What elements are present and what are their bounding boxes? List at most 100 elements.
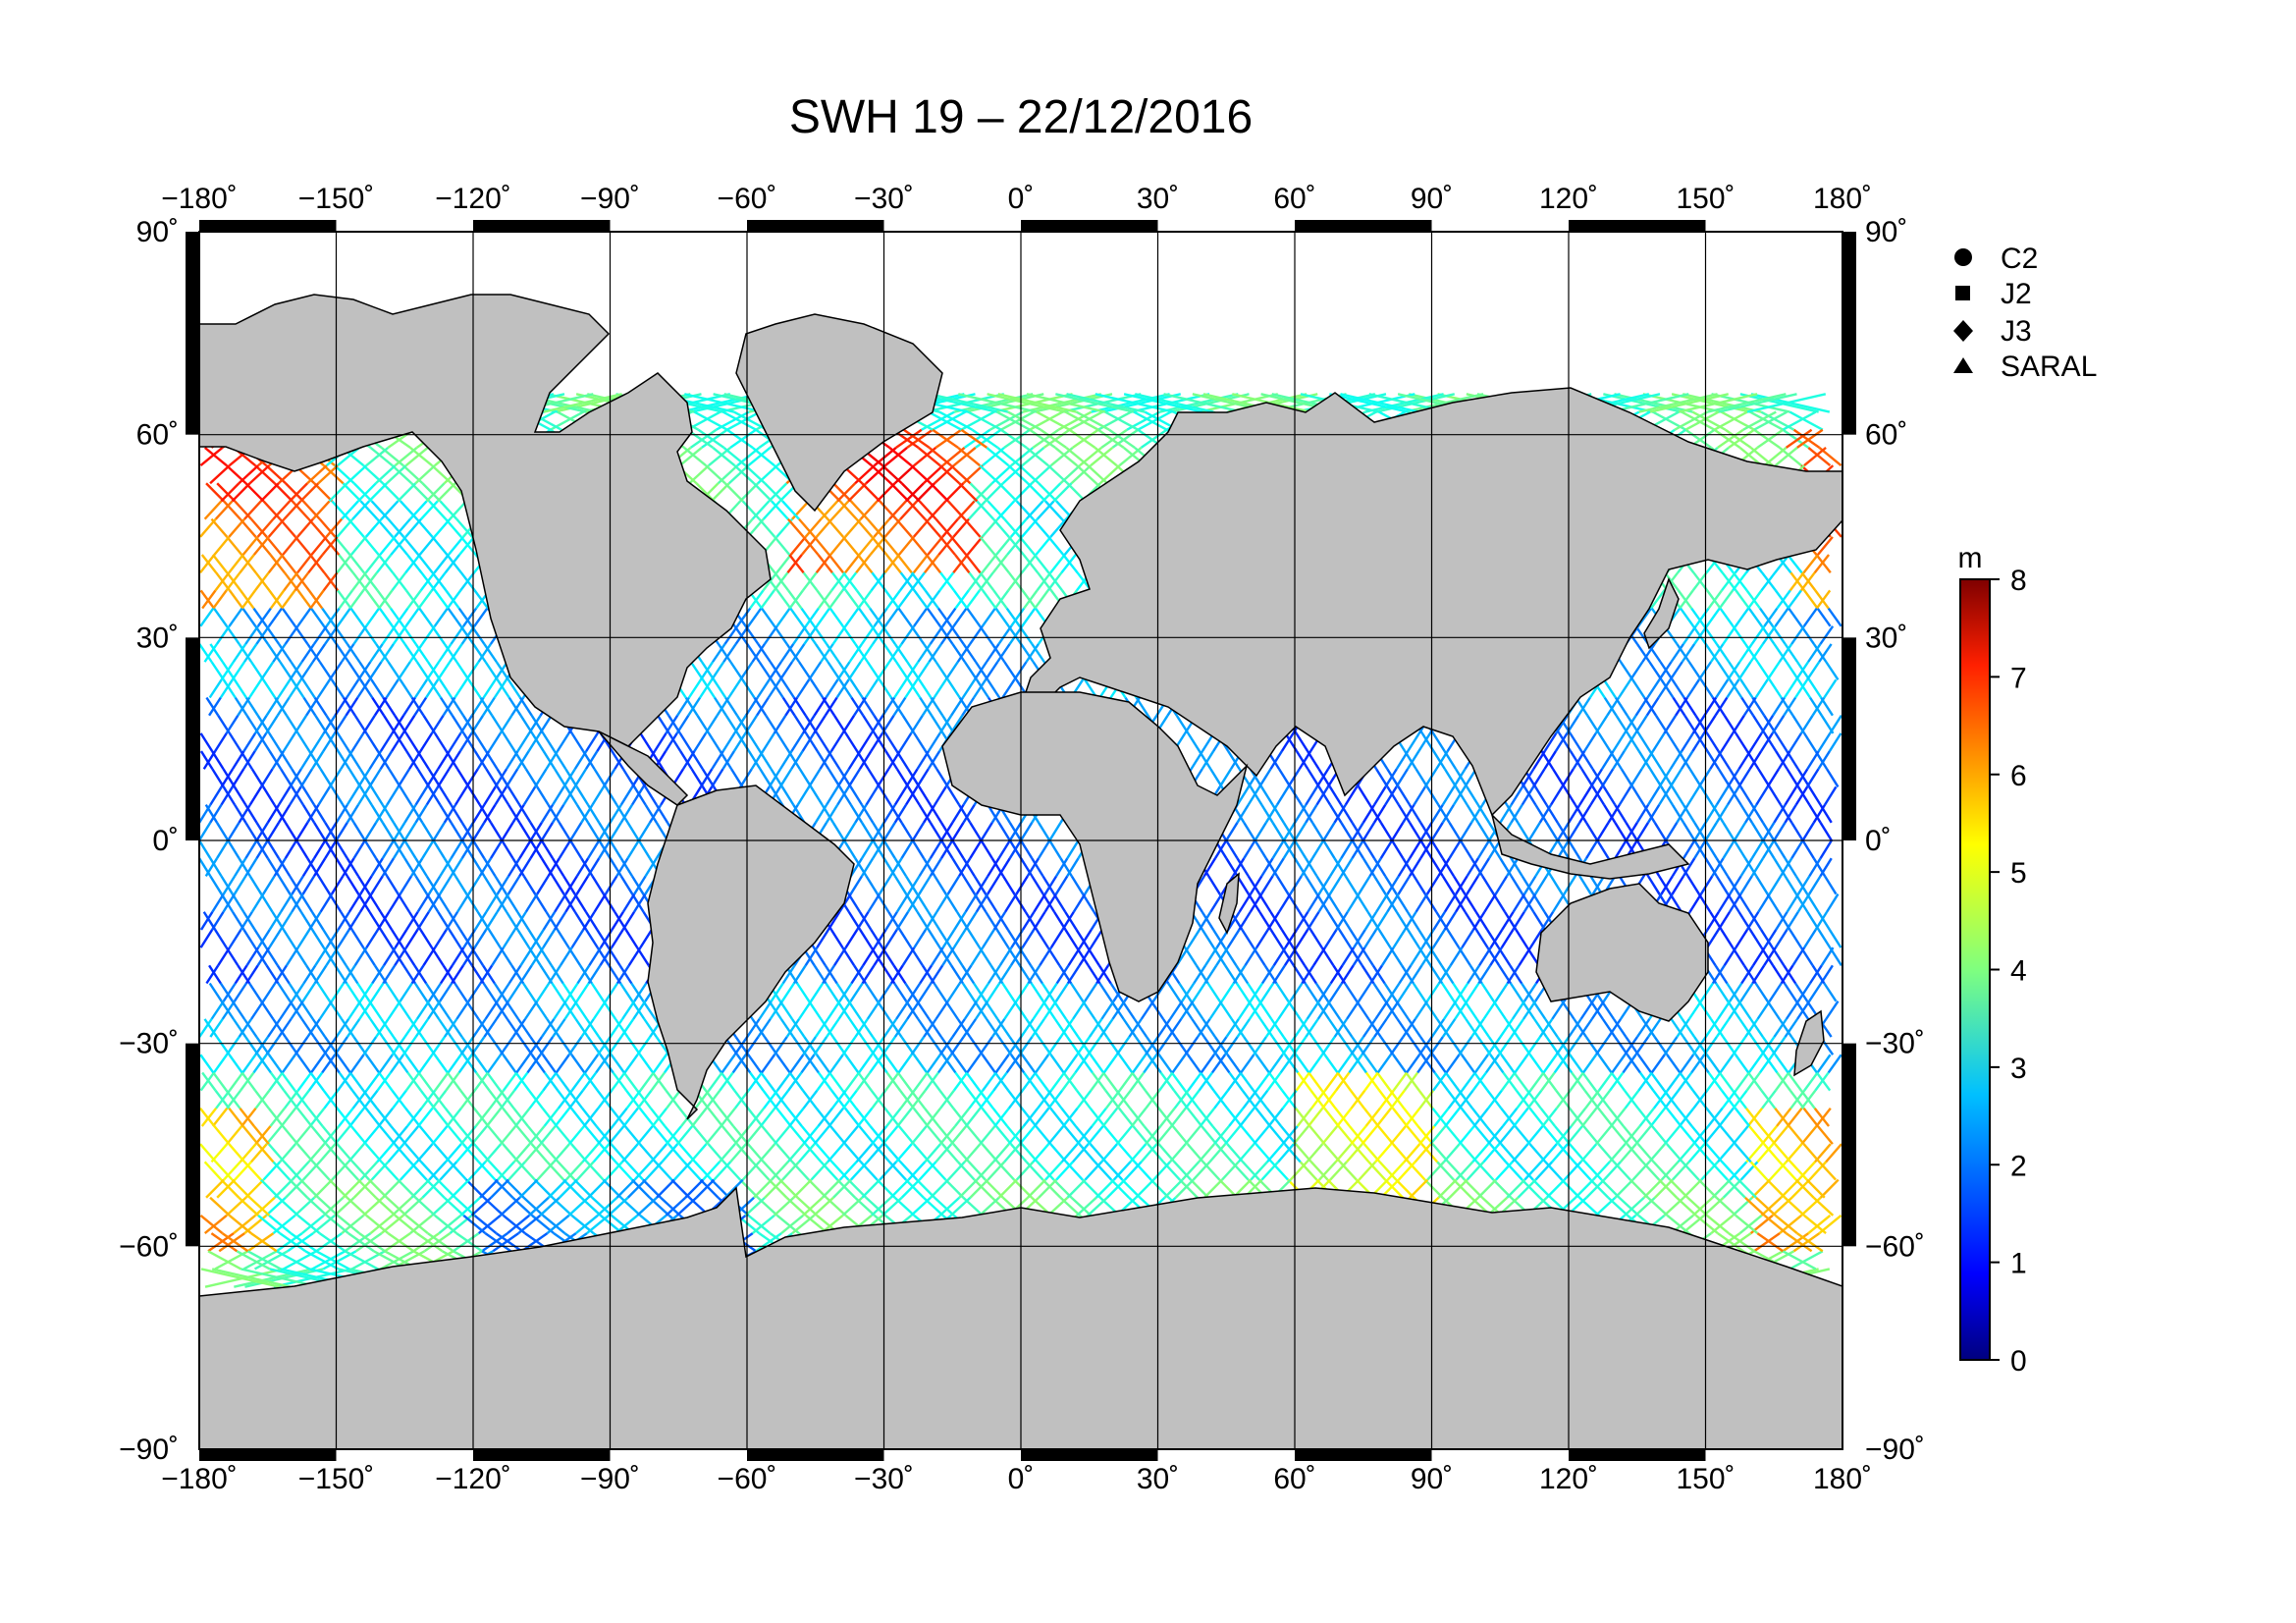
track-segment xyxy=(973,678,988,699)
track-segment xyxy=(813,1196,834,1217)
track-segment xyxy=(1033,554,1050,573)
track-segment xyxy=(767,678,781,699)
track-segment xyxy=(391,1196,413,1217)
track-segment xyxy=(383,715,397,734)
track-segment xyxy=(487,1125,505,1145)
track-segment xyxy=(941,715,955,734)
track-segment xyxy=(1756,1143,1775,1163)
track-segment xyxy=(241,1054,257,1074)
track-segment xyxy=(413,964,428,985)
track-segment xyxy=(397,1001,411,1020)
track-segment xyxy=(963,517,982,538)
track-segment xyxy=(1269,750,1283,770)
track-segment xyxy=(403,1018,418,1038)
track-segment xyxy=(893,982,908,1002)
track-segment xyxy=(801,732,816,752)
track-segment xyxy=(279,661,294,680)
track-segment xyxy=(446,1071,462,1092)
track-segment xyxy=(900,482,921,503)
track-segment xyxy=(587,839,601,859)
track-segment xyxy=(434,929,448,948)
track-segment xyxy=(1624,1196,1645,1217)
track-segment xyxy=(911,839,926,859)
track-segment xyxy=(916,893,930,913)
track-segment xyxy=(929,625,944,645)
track-segment xyxy=(410,1178,431,1199)
track-segment xyxy=(427,1001,442,1020)
track-segment xyxy=(747,446,772,467)
track-segment xyxy=(260,893,274,913)
track-segment xyxy=(280,893,294,913)
track-segment xyxy=(701,661,716,680)
track-segment xyxy=(1682,1178,1703,1199)
track-segment xyxy=(751,643,766,663)
track-segment xyxy=(377,1108,395,1127)
track-segment xyxy=(417,1071,433,1092)
track-segment xyxy=(268,750,283,770)
track-segment xyxy=(392,571,407,592)
track-segment xyxy=(994,1054,1010,1074)
track-segment xyxy=(347,1001,362,1020)
track-segment xyxy=(598,839,612,859)
track-segment xyxy=(502,732,516,752)
track-segment xyxy=(993,554,1010,573)
track-segment xyxy=(483,857,497,878)
track-segment xyxy=(828,768,841,788)
track-segment xyxy=(765,715,778,734)
track-segment xyxy=(381,839,396,859)
track-segment xyxy=(622,1108,639,1127)
track-segment xyxy=(216,839,230,859)
track-segment xyxy=(1104,1161,1124,1181)
track-segment xyxy=(1200,1071,1215,1092)
track-segment xyxy=(796,678,811,699)
track-segment xyxy=(1270,1018,1285,1038)
track-segment xyxy=(439,785,453,806)
track-segment xyxy=(1019,1125,1036,1145)
track-segment xyxy=(365,1054,381,1074)
track-segment xyxy=(676,1125,694,1145)
track-segment xyxy=(961,964,976,985)
track-segment xyxy=(996,446,1021,467)
track-segment xyxy=(775,1071,792,1092)
track-segment xyxy=(291,893,304,913)
track-segment xyxy=(387,1001,401,1020)
track-segment xyxy=(1789,410,1824,431)
track-segment xyxy=(1732,625,1747,645)
track-segment xyxy=(310,607,326,627)
track-segment xyxy=(888,643,903,663)
track-segment xyxy=(543,1071,560,1092)
track-segment xyxy=(598,822,612,841)
track-segment xyxy=(547,1178,567,1199)
track-segment xyxy=(418,607,434,627)
track-segment xyxy=(1703,625,1718,645)
track-segment xyxy=(838,768,852,788)
track-segment xyxy=(936,607,952,627)
track-segment xyxy=(653,1125,670,1145)
track-segment xyxy=(462,1054,478,1074)
track-segment xyxy=(870,929,883,948)
track-segment xyxy=(769,661,783,680)
track-segment xyxy=(1289,785,1303,806)
track-segment xyxy=(586,1214,610,1235)
track-segment xyxy=(421,839,435,859)
track-segment xyxy=(1773,643,1788,663)
track-segment xyxy=(308,750,322,770)
track-segment xyxy=(1218,1001,1233,1020)
track-segment xyxy=(1299,1018,1313,1038)
track-segment xyxy=(787,589,803,610)
track-segment xyxy=(1363,1054,1379,1074)
track-segment xyxy=(511,1018,527,1038)
track-segment xyxy=(266,839,281,859)
track-segment xyxy=(1070,464,1093,485)
track-segment xyxy=(889,1178,910,1199)
track-segment xyxy=(888,1018,903,1038)
track-segment xyxy=(1405,1071,1420,1092)
track-segment xyxy=(404,929,419,948)
track-segment xyxy=(993,1071,1010,1092)
track-segment xyxy=(1049,1108,1066,1127)
track-segment xyxy=(348,1071,365,1092)
track-segment xyxy=(475,1071,491,1092)
track-segment xyxy=(979,536,996,556)
track-segment xyxy=(1266,911,1281,931)
track-segment xyxy=(980,839,993,859)
